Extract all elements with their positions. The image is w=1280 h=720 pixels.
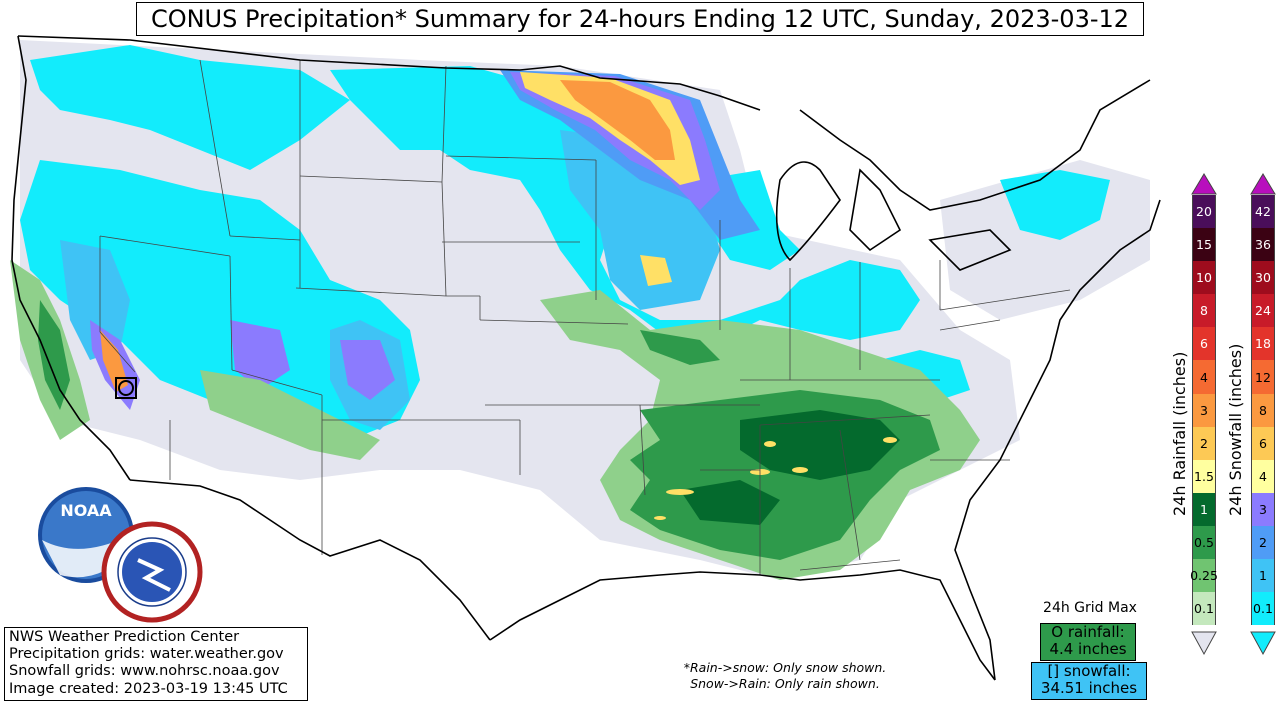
rain-color-scale: 20 15 10 8 6 4 3 2 1.5 1 0.5 0.25 0.1 [1190, 195, 1218, 626]
snow-scale-swatch-4: 4 [1251, 459, 1275, 493]
map-title: CONUS Precipitation* Summary for 24-hour… [136, 2, 1144, 36]
rain-scale-swatch-15: 15 [1192, 228, 1216, 262]
light-snow-area [20, 45, 1110, 440]
noaa-logo-text: NOAA [60, 501, 112, 520]
rain-scale-swatch-6: 6 [1192, 327, 1216, 361]
rain-scale-swatch-1.5: 1.5 [1192, 459, 1216, 493]
rain-scale-bottom-arrow [1191, 631, 1217, 656]
snow-scale-label: 24h Snowfall (inches) [1226, 343, 1245, 516]
snow-scale-bottom-arrow [1250, 631, 1276, 656]
rain-scale-swatch-2: 2 [1192, 426, 1216, 460]
grid-max-rain-label: O rainfall: [1051, 623, 1125, 641]
credits-line-2: Precipitation grids: water.weather.gov [9, 646, 284, 663]
snow-scale-top-arrow [1250, 173, 1276, 195]
rain-snow-note: *Rain->snow: Only snow shown. Snow->Rain… [660, 660, 910, 692]
rain-scale-swatch-4: 4 [1192, 360, 1216, 394]
snow-scale-swatch-3: 3 [1251, 492, 1275, 526]
rain-scale-top-arrow [1191, 173, 1217, 195]
credits-line-4: Image created: 2023-03-19 13:45 UTC [9, 680, 288, 697]
grid-max-snow-box: [] snowfall: 34.51 inches [1031, 662, 1147, 700]
nws-logo [101, 521, 203, 623]
snow-scale-swatch-24: 24 [1251, 294, 1275, 328]
credits-box: NWS Weather Prediction Center Precipitat… [4, 627, 308, 701]
snow-color-scale: 42 36 30 24 18 12 8 6 4 3 2 1 0.1 [1251, 195, 1275, 626]
credits-line-1: NWS Weather Prediction Center [9, 629, 240, 645]
grid-max-snow-label: [] snowfall: [1047, 662, 1131, 680]
rain-max-marker [115, 377, 137, 399]
grid-max-snow-value: 34.51 inches [1040, 679, 1138, 697]
credits-line-3: Snowfall grids: www.nohrsc.noaa.gov [9, 663, 280, 680]
snow-scale-swatch-12: 12 [1251, 360, 1275, 394]
heavy-snow-area [90, 70, 760, 410]
snow-scale-swatch-18: 18 [1251, 327, 1275, 361]
rain-scale-label: 24h Rainfall (inches) [1170, 351, 1189, 516]
grid-max-rain-box: O rainfall: 4.4 inches [1040, 623, 1136, 661]
rain-scale-swatch-3: 3 [1192, 393, 1216, 427]
snow-scale-swatch-6: 6 [1251, 426, 1275, 460]
rain-scale-swatch-10: 10 [1192, 261, 1216, 295]
rain-scale-swatch-0.1: 0.1 [1192, 592, 1216, 626]
snow-scale-swatch-42: 42 [1251, 195, 1275, 229]
snow-scale-swatch-30: 30 [1251, 261, 1275, 295]
snow-scale-swatch-8: 8 [1251, 393, 1275, 427]
grid-max-rain-value: 4.4 inches [1049, 640, 1127, 658]
rain-scale-swatch-1: 1 [1192, 492, 1216, 526]
national-borders [11, 35, 1161, 681]
rain-scale-swatch-0.25: 0.25 [1190, 559, 1218, 593]
note-line-1: *Rain->snow: Only snow shown. [683, 660, 887, 675]
snow-scale-swatch-36: 36 [1251, 228, 1275, 262]
rain-scale-swatch-8: 8 [1192, 294, 1216, 328]
snow-scale-swatch-0.1: 0.1 [1251, 592, 1275, 626]
snow-scale-swatch-2: 2 [1251, 525, 1275, 560]
snow-scale-swatch-1: 1 [1251, 559, 1275, 593]
note-line-2: Snow->Rain: Only rain shown. [690, 676, 880, 691]
rain-scale-swatch-20: 20 [1192, 195, 1216, 229]
rain-scale-swatch-0.5: 0.5 [1192, 525, 1216, 560]
grid-max-title: 24h Grid Max [1043, 600, 1137, 616]
state-borders [99, 59, 1071, 575]
